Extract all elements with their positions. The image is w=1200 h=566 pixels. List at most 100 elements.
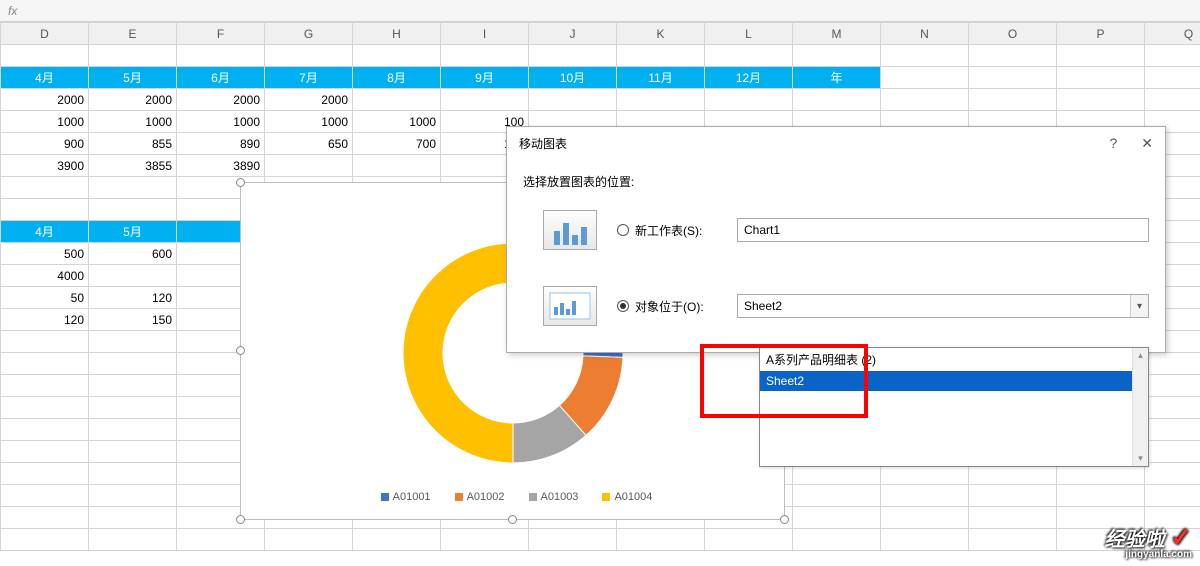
month-header[interactable]: 5月 [89,221,177,243]
col-header[interactable]: G [265,23,353,45]
cell[interactable]: 650 [265,133,353,155]
watermark: 经验啦 ✓ jingyanla.com [1105,524,1192,560]
col-header[interactable]: O [969,23,1057,45]
resize-handle[interactable] [236,515,245,524]
cell[interactable]: 1000 [89,111,177,133]
month-header[interactable]: 10月 [529,67,617,89]
object-in-radio[interactable]: 对象位于(O): [617,298,737,315]
help-icon[interactable]: ? [1109,135,1117,152]
cell[interactable] [529,89,617,111]
dropdown-option[interactable]: A系列产品明细表 (2) [760,348,1148,371]
formula-bar: fx [0,0,1200,22]
new-sheet-label: 新工作表(S): [635,222,702,239]
cell[interactable]: 1000 [353,111,441,133]
resize-handle[interactable] [236,178,245,187]
fx-label: fx [8,4,17,18]
cell[interactable] [353,155,441,177]
chart-legend: A01001A01002A01003A01004 [241,491,784,503]
cell[interactable]: 2000 [177,89,265,111]
new-sheet-row: 新工作表(S): Chart1 [523,210,1149,250]
cell[interactable] [441,89,529,111]
cell[interactable]: 3900 [1,155,89,177]
cell[interactable]: 1000 [1,111,89,133]
col-header[interactable]: I [441,23,529,45]
object-in-combo[interactable]: Sheet2 ▾ [737,294,1149,318]
cell[interactable] [353,89,441,111]
object-in-icon [543,286,597,326]
dropdown-option[interactable]: Sheet2 [760,371,1148,391]
cell[interactable]: 890 [177,133,265,155]
col-header[interactable]: M [793,23,881,45]
cell[interactable]: 4000 [1,265,89,287]
move-chart-dialog: 移动图表 ? ✕ 选择放置图表的位置: 新工作表(S): Chart1 [506,126,1166,353]
cell[interactable] [705,89,793,111]
month-header[interactable] [881,67,969,89]
chevron-down-icon[interactable]: ▾ [1130,295,1148,317]
col-header[interactable]: H [353,23,441,45]
month-header[interactable]: 6月 [177,67,265,89]
cell[interactable]: 120 [89,287,177,309]
resize-handle[interactable] [508,515,517,524]
new-sheet-radio[interactable]: 新工作表(S): [617,222,737,239]
col-header[interactable]: F [177,23,265,45]
month-header[interactable]: 4月 [1,67,89,89]
col-header[interactable]: E [89,23,177,45]
cell[interactable] [89,265,177,287]
month-header[interactable] [969,67,1057,89]
object-in-label: 对象位于(O): [635,298,704,315]
scroll-down-icon[interactable]: ▾ [1138,453,1143,464]
cell[interactable]: 855 [89,133,177,155]
cell[interactable] [617,89,705,111]
dialog-title: 移动图表 [519,135,567,152]
month-header[interactable]: 年 [793,67,881,89]
dialog-subtitle: 选择放置图表的位置: [523,173,1149,190]
cell[interactable]: 2000 [1,89,89,111]
month-header[interactable]: 11月 [617,67,705,89]
cell[interactable]: 500 [1,243,89,265]
cell[interactable]: 2000 [265,89,353,111]
legend-item: A01004 [594,491,652,503]
cell[interactable]: 1000 [177,111,265,133]
scrollbar[interactable]: ▴ ▾ [1132,348,1148,466]
watermark-check-icon: ✓ [1170,522,1192,552]
close-icon[interactable]: ✕ [1141,135,1153,152]
month-header[interactable]: 5月 [89,67,177,89]
cell[interactable]: 120 [1,309,89,331]
month-header[interactable]: 12月 [705,67,793,89]
col-header[interactable]: N [881,23,969,45]
resize-handle[interactable] [780,515,789,524]
scroll-up-icon[interactable]: ▴ [1138,350,1143,361]
new-sheet-input[interactable]: Chart1 [737,218,1149,242]
cell[interactable]: 600 [89,243,177,265]
col-header[interactable]: K [617,23,705,45]
col-header[interactable]: J [529,23,617,45]
col-header[interactable]: Q [1145,23,1200,45]
col-header[interactable]: P [1057,23,1145,45]
cell[interactable]: 150 [89,309,177,331]
cell[interactable]: 3890 [177,155,265,177]
new-sheet-icon [543,210,597,250]
month-header[interactable]: 4月 [1,221,89,243]
watermark-sub: jingyanla.com [1105,550,1192,560]
month-header[interactable]: 8月 [353,67,441,89]
cell[interactable]: 1000 [265,111,353,133]
cell[interactable] [881,89,969,111]
month-header[interactable]: 7月 [265,67,353,89]
month-header[interactable]: 9月 [441,67,529,89]
col-header[interactable]: L [705,23,793,45]
resize-handle[interactable] [236,346,245,355]
cell[interactable] [969,89,1057,111]
cell[interactable]: 50 [1,287,89,309]
object-in-row: 对象位于(O): Sheet2 ▾ [523,286,1149,326]
watermark-text: 经验啦 [1105,529,1165,551]
sheet-dropdown[interactable]: A系列产品明细表 (2)Sheet2 ▴ ▾ [759,347,1149,467]
cell[interactable]: 3855 [89,155,177,177]
cell[interactable] [793,89,881,111]
cell[interactable]: 2000 [89,89,177,111]
object-in-value: Sheet2 [744,299,782,313]
cell[interactable] [265,155,353,177]
cell[interactable]: 700 [353,133,441,155]
col-header[interactable]: D [1,23,89,45]
new-sheet-value: Chart1 [744,223,780,237]
cell[interactable]: 900 [1,133,89,155]
